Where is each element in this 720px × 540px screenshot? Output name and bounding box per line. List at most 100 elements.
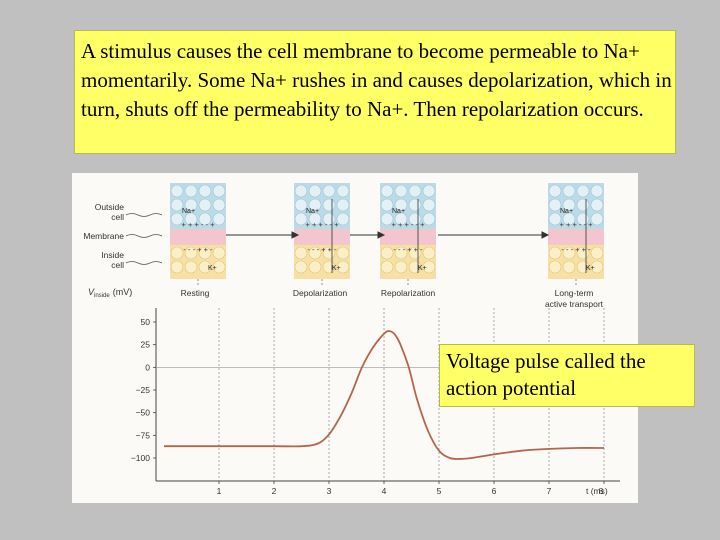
outside-molecule <box>198 198 212 212</box>
outside-molecule <box>198 212 212 226</box>
x-tick-label: 5 <box>437 486 442 496</box>
outside-molecule <box>184 184 198 198</box>
outside-molecule <box>548 212 562 226</box>
cell-panel-4: + + + - - + - - - + + - Na+ K+ <box>548 183 604 285</box>
inside-molecule <box>422 246 436 260</box>
outside-molecule <box>548 198 562 212</box>
inside-molecule <box>380 246 394 260</box>
label-inside-cell: cell <box>111 260 124 270</box>
charge-row-inside: - - - + + - <box>561 245 591 254</box>
arrowhead-2 <box>377 231 386 239</box>
outside-molecule <box>408 198 422 212</box>
outside-molecule <box>422 184 436 198</box>
outside-molecule <box>562 212 576 226</box>
charge-row-inside: - - - + + - <box>183 245 213 254</box>
stage-repolarization: Repolarization <box>381 288 436 298</box>
outside-molecule <box>422 212 436 226</box>
outside-molecule <box>212 198 226 212</box>
x-axis-title: t (ms) <box>586 486 608 496</box>
charge-row-inside: - - - + + - <box>307 245 337 254</box>
leader-membrane <box>125 234 163 238</box>
stage-depolarization: Depolarization <box>293 288 348 298</box>
outside-molecule <box>170 198 184 212</box>
outside-molecule <box>562 184 576 198</box>
outside-molecule <box>548 184 562 198</box>
inside-molecule <box>336 260 350 274</box>
ion-na-label: Na+ <box>182 208 195 215</box>
membrane-region <box>548 229 604 245</box>
y-tick-label: 50 <box>141 317 151 327</box>
inside-molecule <box>394 246 408 260</box>
outside-molecule <box>408 184 422 198</box>
outside-molecule <box>394 212 408 226</box>
charge-row-outside: + + + - - + <box>182 220 216 229</box>
inside-molecule <box>548 246 562 260</box>
inside-molecule <box>590 260 604 274</box>
label-membrane: Membrane <box>83 231 124 241</box>
outside-molecule <box>380 184 394 198</box>
inside-molecule <box>184 260 198 274</box>
inside-molecule <box>562 246 576 260</box>
outside-molecule <box>212 212 226 226</box>
outside-molecule <box>294 212 308 226</box>
ion-na-label: Na+ <box>560 208 573 215</box>
inside-molecule <box>308 260 322 274</box>
inside-molecule <box>212 246 226 260</box>
y-tick-label: −100 <box>131 453 150 463</box>
charge-row-outside: + + + - - + <box>560 220 594 229</box>
label-outside: Outside <box>95 202 125 212</box>
outside-molecule <box>394 184 408 198</box>
ion-na-label: Na+ <box>392 208 405 215</box>
outside-molecule <box>380 212 394 226</box>
inside-molecule <box>336 246 350 260</box>
membrane-region <box>170 229 226 245</box>
x-tick-label: 6 <box>492 486 497 496</box>
outside-molecule <box>184 198 198 212</box>
inside-molecule <box>380 260 394 274</box>
outside-molecule <box>308 184 322 198</box>
outside-molecule <box>170 212 184 226</box>
leader-inside <box>125 261 163 265</box>
outside-molecule <box>212 184 226 198</box>
outside-molecule <box>576 198 590 212</box>
membrane-region <box>294 229 350 245</box>
stage-resting: Resting <box>181 288 210 298</box>
stage-long-term: Long-term <box>555 288 594 298</box>
outside-molecule <box>380 198 394 212</box>
outside-molecule <box>308 198 322 212</box>
caption-bottom: Voltage pulse called the action potentia… <box>439 344 695 407</box>
x-tick-label: 7 <box>547 486 552 496</box>
y-tick-label: −25 <box>136 385 151 395</box>
inside-molecule <box>422 260 436 274</box>
x-tick-label: 4 <box>382 486 387 496</box>
membrane-region <box>380 229 436 245</box>
inside-molecule <box>308 246 322 260</box>
outside-molecule <box>336 198 350 212</box>
arrowhead-1 <box>291 231 300 239</box>
ion-k-label: K+ <box>332 265 341 272</box>
inside-molecule <box>294 260 308 274</box>
y-tick-label: −75 <box>136 430 151 440</box>
charge-row-outside: + + + - - + <box>306 220 340 229</box>
arrowhead-3 <box>541 231 550 239</box>
outside-molecule <box>184 212 198 226</box>
outside-molecule <box>294 184 308 198</box>
x-tick-label: 1 <box>217 486 222 496</box>
y-axis-title: Vinside (mV) <box>88 287 132 299</box>
ion-k-label: K+ <box>208 265 217 272</box>
outside-molecule <box>198 184 212 198</box>
inside-molecule <box>562 260 576 274</box>
outside-molecule <box>308 212 322 226</box>
inside-molecule <box>212 260 226 274</box>
action-potential-curve <box>163 330 605 460</box>
x-tick-label: 2 <box>272 486 277 496</box>
inside-molecule <box>170 246 184 260</box>
leader-outside <box>125 213 163 217</box>
inside-molecule <box>198 260 212 274</box>
outside-molecule <box>590 212 604 226</box>
outside-molecule <box>170 184 184 198</box>
outside-molecule <box>336 184 350 198</box>
outside-molecule <box>422 198 436 212</box>
outside-molecule <box>336 212 350 226</box>
outside-molecule <box>590 198 604 212</box>
